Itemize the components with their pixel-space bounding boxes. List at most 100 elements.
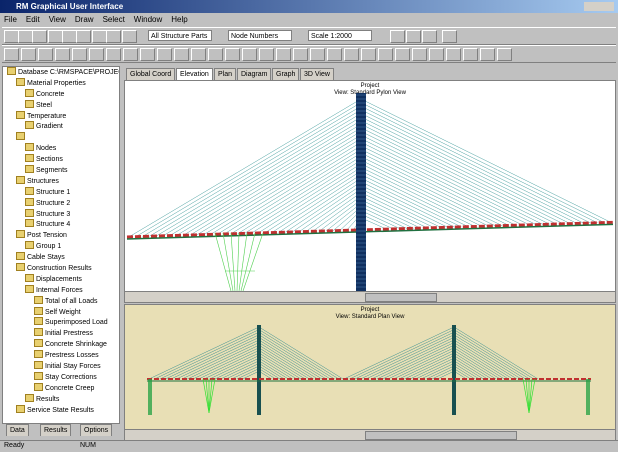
tab[interactable]: Plan xyxy=(214,68,237,80)
tree-item[interactable]: Steel xyxy=(3,100,119,111)
tab[interactable]: Data xyxy=(6,424,29,436)
tree-item[interactable]: Initial Prestress xyxy=(3,328,119,339)
tree-item[interactable]: Group 1 xyxy=(3,241,119,252)
toolbar-button[interactable] xyxy=(48,30,63,43)
tree-item[interactable]: Structure 1 xyxy=(3,187,119,198)
combo-box[interactable]: Scale 1:2000 xyxy=(308,30,372,41)
tree-item[interactable]: Concrete Creep xyxy=(3,383,119,394)
tree-item[interactable]: Displacements xyxy=(3,274,119,285)
toolbar-button[interactable] xyxy=(140,48,155,61)
toolbar-button[interactable] xyxy=(106,30,121,43)
toolbar-button[interactable] xyxy=(55,48,70,61)
menu-item[interactable]: Select xyxy=(102,15,125,24)
tab[interactable]: Global Coord xyxy=(126,68,176,80)
toolbar-button[interactable] xyxy=(106,48,121,61)
toolbar-button[interactable] xyxy=(293,48,308,61)
tree-item[interactable]: Prestress Losses xyxy=(3,350,119,361)
toolbar-button[interactable] xyxy=(76,30,91,43)
scrollbar[interactable] xyxy=(125,429,615,440)
toolbar-button[interactable] xyxy=(157,48,172,61)
combo-box[interactable]: All Structure Parts xyxy=(148,30,212,41)
tree-item[interactable]: Service State Results xyxy=(3,405,119,416)
toolbar-button[interactable] xyxy=(21,48,36,61)
tab[interactable]: Elevation xyxy=(176,68,213,80)
tree-item[interactable]: Initial Stay Forces xyxy=(3,361,119,372)
toolbar-button[interactable] xyxy=(422,30,437,43)
toolbar-button[interactable] xyxy=(18,30,33,43)
toolbar-button[interactable] xyxy=(378,48,393,61)
toolbar-button[interactable] xyxy=(406,30,421,43)
tree-item[interactable]: Cable Stays xyxy=(3,252,119,263)
tab[interactable]: Options xyxy=(80,424,113,436)
tree-item[interactable]: Concrete xyxy=(3,89,119,100)
tree-item[interactable]: Sections xyxy=(3,154,119,165)
toolbar-button[interactable] xyxy=(32,30,47,43)
tree-item[interactable]: Structure 2 xyxy=(3,198,119,209)
tree-item[interactable]: Total of all Loads xyxy=(3,296,119,307)
tree-item[interactable]: Structure 4 xyxy=(3,219,119,230)
toolbar-button[interactable] xyxy=(497,48,512,61)
menu-item[interactable]: Draw xyxy=(74,15,94,24)
tree-item[interactable]: Material Properties xyxy=(3,78,119,89)
toolbar-button[interactable] xyxy=(310,48,325,61)
tree-item[interactable]: Database C:\RMSPACE\PROJECT xyxy=(3,67,119,78)
toolbar-button[interactable] xyxy=(446,48,461,61)
tree-item[interactable]: Nodes xyxy=(3,143,119,154)
menu-item[interactable]: Window xyxy=(133,15,163,24)
cable xyxy=(360,195,428,229)
tree-item[interactable]: Elements xyxy=(3,132,119,143)
toolbar-button[interactable] xyxy=(463,48,478,61)
toolbar-button[interactable] xyxy=(123,48,138,61)
toolbar-button[interactable] xyxy=(429,48,444,61)
toolbar-button[interactable] xyxy=(38,48,53,61)
toolbar-button[interactable] xyxy=(361,48,376,61)
tree-item[interactable]: Self Weight xyxy=(3,307,119,318)
toolbar-button[interactable] xyxy=(191,48,206,61)
toolbar-button[interactable] xyxy=(327,48,342,61)
toolbar-button[interactable] xyxy=(480,48,495,61)
toolbar-button[interactable] xyxy=(242,48,257,61)
toolbar-button[interactable] xyxy=(442,30,457,43)
tree-item[interactable]: Gradient xyxy=(3,121,119,132)
toolbar-button[interactable] xyxy=(122,30,137,43)
toolbar-button[interactable] xyxy=(4,30,19,43)
menu-item[interactable]: View xyxy=(48,15,66,24)
toolbar-button[interactable] xyxy=(344,48,359,61)
toolbar-button[interactable] xyxy=(208,48,223,61)
menu-item[interactable]: Help xyxy=(171,15,188,24)
tab[interactable]: Results xyxy=(40,424,72,436)
tree-item[interactable]: Segments xyxy=(3,165,119,176)
tree-item[interactable]: Results xyxy=(3,394,119,405)
tree-item[interactable]: Temperature xyxy=(3,111,119,122)
toolbar-button[interactable] xyxy=(62,30,77,43)
tree-item[interactable]: Internal Forces xyxy=(3,285,119,296)
tree-item[interactable]: Construction Results xyxy=(3,263,119,274)
toolbar-button[interactable] xyxy=(395,48,410,61)
toolbar-button[interactable] xyxy=(174,48,189,61)
toolbar-button[interactable] xyxy=(276,48,291,61)
toolbar-button[interactable] xyxy=(225,48,240,61)
combo-box[interactable]: Node Numbers xyxy=(228,30,292,41)
toolbar-button[interactable] xyxy=(412,48,427,61)
toolbar-button[interactable] xyxy=(390,30,405,43)
toolbar-button[interactable] xyxy=(4,48,19,61)
tab[interactable]: Graph xyxy=(272,68,300,80)
window-controls[interactable] xyxy=(584,2,614,11)
menu-item[interactable]: Edit xyxy=(25,15,40,24)
tab[interactable]: Diagram xyxy=(237,68,272,80)
cable xyxy=(258,363,285,380)
menu-item[interactable]: File xyxy=(4,15,17,24)
tree-item[interactable]: Structures xyxy=(3,176,119,187)
scrollbar[interactable] xyxy=(125,291,615,302)
tree-item[interactable]: Superimposed Load xyxy=(3,317,119,328)
tab[interactable]: 3D View xyxy=(300,68,334,80)
cable xyxy=(360,138,537,225)
toolbar-button[interactable] xyxy=(89,48,104,61)
toolbar-button[interactable] xyxy=(92,30,107,43)
tree-item[interactable]: Post Tension xyxy=(3,230,119,241)
tree-item[interactable]: Concrete Shrinkage xyxy=(3,339,119,350)
toolbar-button[interactable] xyxy=(259,48,274,61)
toolbar-button[interactable] xyxy=(72,48,87,61)
tree-item[interactable]: Stay Corrections xyxy=(3,372,119,383)
tree-item[interactable]: Structure 3 xyxy=(3,209,119,220)
